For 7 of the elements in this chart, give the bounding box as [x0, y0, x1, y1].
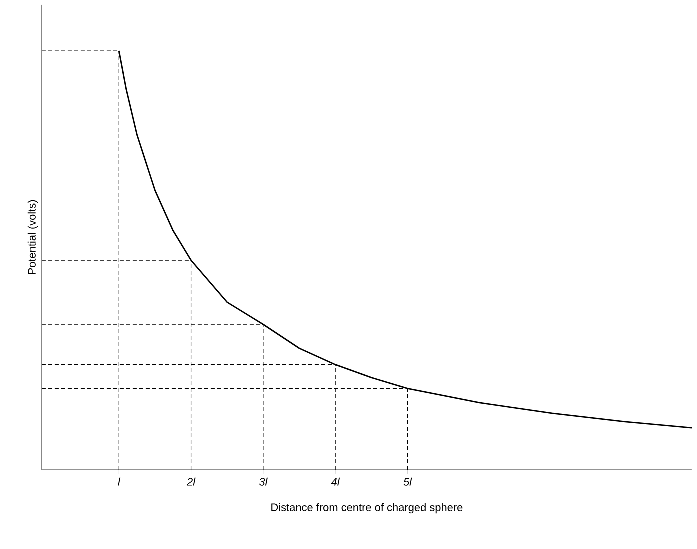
x-tick-label: 5l: [404, 478, 412, 486]
x-axis-title: Distance from centre of charged sphere: [272, 503, 463, 514]
y-axis-title: Potential (volts): [28, 200, 38, 274]
x-tick-label: 2l: [186, 478, 196, 486]
x-tick-label: 3l: [259, 478, 268, 486]
x-tick-label: 4l: [331, 478, 340, 486]
x-tick-label: l: [118, 478, 121, 486]
